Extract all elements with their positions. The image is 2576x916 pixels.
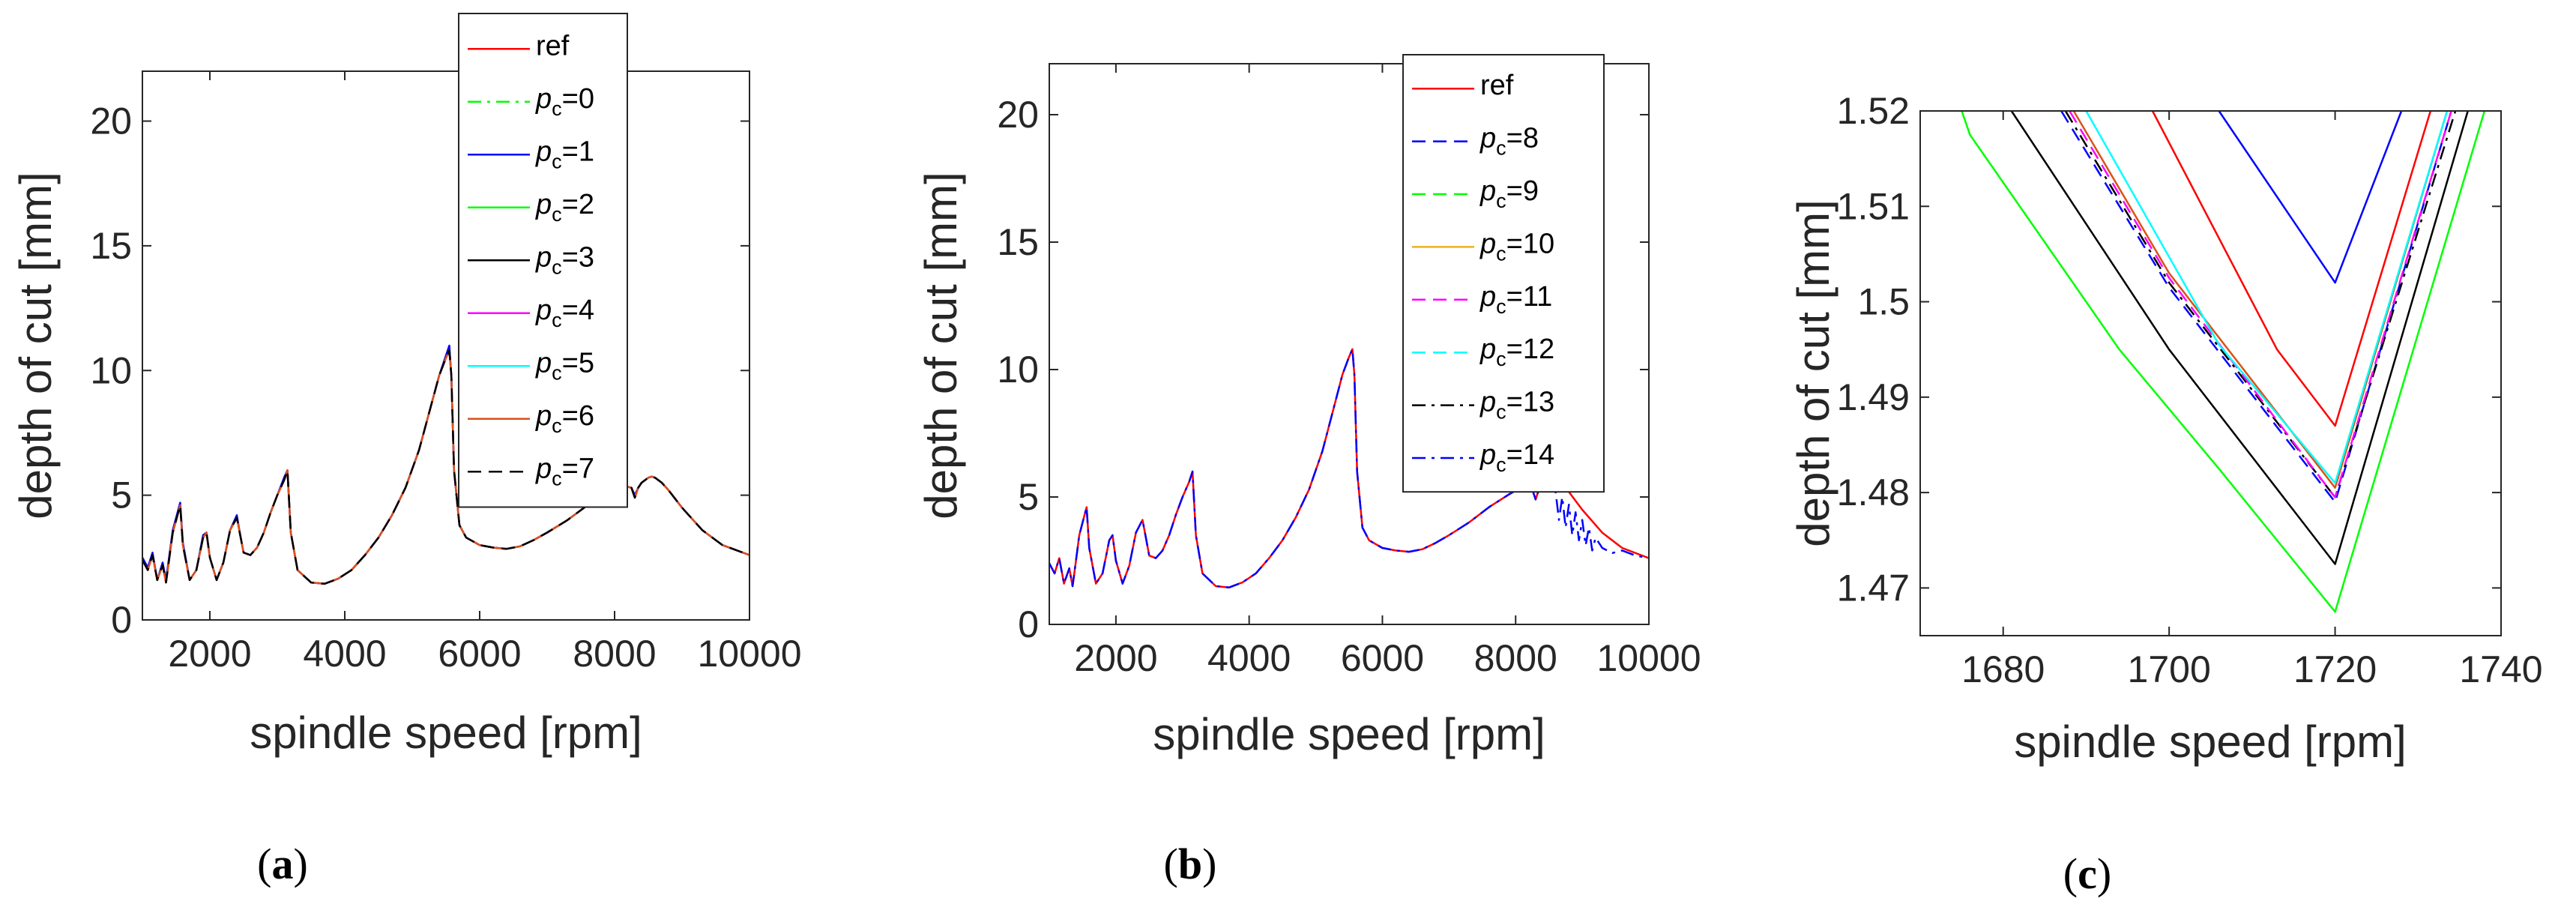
y-tick-label: 0	[111, 599, 132, 641]
x-tick-label: 6000	[1341, 637, 1424, 679]
y-tick-label: 1.48	[1837, 471, 1910, 513]
legend-entry: ref	[1480, 70, 1514, 101]
legend-entry: pc=7	[535, 453, 594, 489]
series-line-blue-solid	[2218, 111, 2403, 284]
legend-entry: pc=6	[535, 400, 594, 437]
x-tick-label: 8000	[573, 633, 656, 675]
legend-box	[1402, 54, 1605, 493]
chart-panel-a: 2000 4000 6000 8000 10000 0 5 10 15 20 spindle sp…	[10, 13, 802, 888]
y-tick-label: 20	[997, 94, 1039, 136]
legend-entry: pc=13	[1479, 387, 1554, 424]
panel-label: (c)	[2063, 849, 2111, 898]
panel-label: (b)	[1164, 840, 1217, 888]
y-axis-label: depth of cut [mm]	[916, 172, 966, 519]
x-tick-label: 1680	[1961, 648, 2045, 690]
legend-entry: pc=0	[535, 83, 594, 120]
y-tick-label: 1.49	[1837, 376, 1910, 418]
x-tick-label: 10000	[697, 633, 801, 675]
legend-entry: pc=3	[535, 241, 594, 278]
legend-entry: pc=10	[1479, 228, 1554, 265]
x-tick-label: 2000	[168, 633, 251, 675]
x-tick-label: 2000	[1074, 637, 1157, 679]
x-tick-label: 8000	[1474, 637, 1557, 679]
series-line-magenta	[2069, 111, 2452, 498]
legend-entry: pc=11	[1479, 281, 1552, 318]
y-tick-label: 15	[90, 225, 132, 267]
series-line-p-c-14	[1049, 348, 1649, 588]
legend-entry: pc=9	[1479, 175, 1539, 212]
y-tick-label: 10	[997, 349, 1039, 391]
x-tick-label: 1720	[2293, 648, 2377, 690]
x-axis-label: spindle speed [rpm]	[250, 708, 642, 758]
y-axis-label: depth of cut [mm]	[1788, 199, 1839, 547]
legend-entry: ref	[536, 30, 570, 61]
chart-panel-b: 2000 4000 6000 8000 10000 0 5 10 15 20 spindle sp…	[916, 54, 1701, 888]
x-tick-label: 6000	[438, 633, 521, 675]
legend-entry: pc=14	[1479, 439, 1554, 476]
legend-entry: pc=2	[535, 189, 594, 226]
y-tick-label: 1.51	[1837, 185, 1910, 227]
series-line-cyan	[2085, 111, 2449, 484]
series-line-p-c-7	[142, 349, 749, 585]
panel-label: (a)	[257, 840, 308, 888]
legend-entry: pc=1	[535, 136, 594, 172]
y-tick-label: 5	[111, 474, 132, 516]
chart-panel-c: 1680 1700 1720 17401.471.481.491.51.511.52 …	[1788, 90, 2543, 898]
y-tick-label: 0	[1018, 603, 1039, 645]
x-tick-label: 1700	[2128, 648, 2211, 690]
axes-frame	[1919, 110, 2502, 636]
series-line-green	[1961, 111, 2486, 613]
legend-entry: pc=4	[535, 295, 594, 331]
y-tick-label: 1.5	[1857, 281, 1910, 323]
x-tick-label: 1740	[2459, 648, 2542, 690]
y-tick-label: 1.47	[1837, 567, 1910, 609]
series-line-black	[2010, 111, 2469, 565]
x-tick-label: 10000	[1596, 637, 1701, 679]
axes-frame	[1049, 63, 1650, 625]
series-line-red	[2151, 111, 2432, 427]
axes-frame	[142, 70, 750, 621]
x-axis-label: spindle speed [rpm]	[1153, 709, 1545, 759]
x-tick-label: 4000	[1207, 637, 1291, 679]
y-tick-label: 20	[90, 100, 132, 142]
legend-entry: pc=5	[535, 347, 594, 384]
legend-entry: pc=8	[1479, 123, 1539, 160]
y-axis-label: depth of cut [mm]	[10, 172, 61, 519]
y-tick-label: 10	[90, 349, 132, 391]
y-tick-label: 15	[997, 221, 1039, 263]
series-line-blue	[2060, 111, 2452, 504]
x-axis-label: spindle speed [rpm]	[2014, 717, 2407, 767]
y-tick-label: 1.52	[1837, 90, 1910, 132]
y-tick-label: 5	[1018, 476, 1039, 518]
x-tick-label: 4000	[303, 633, 386, 675]
legend-entry: pc=12	[1479, 334, 1554, 370]
